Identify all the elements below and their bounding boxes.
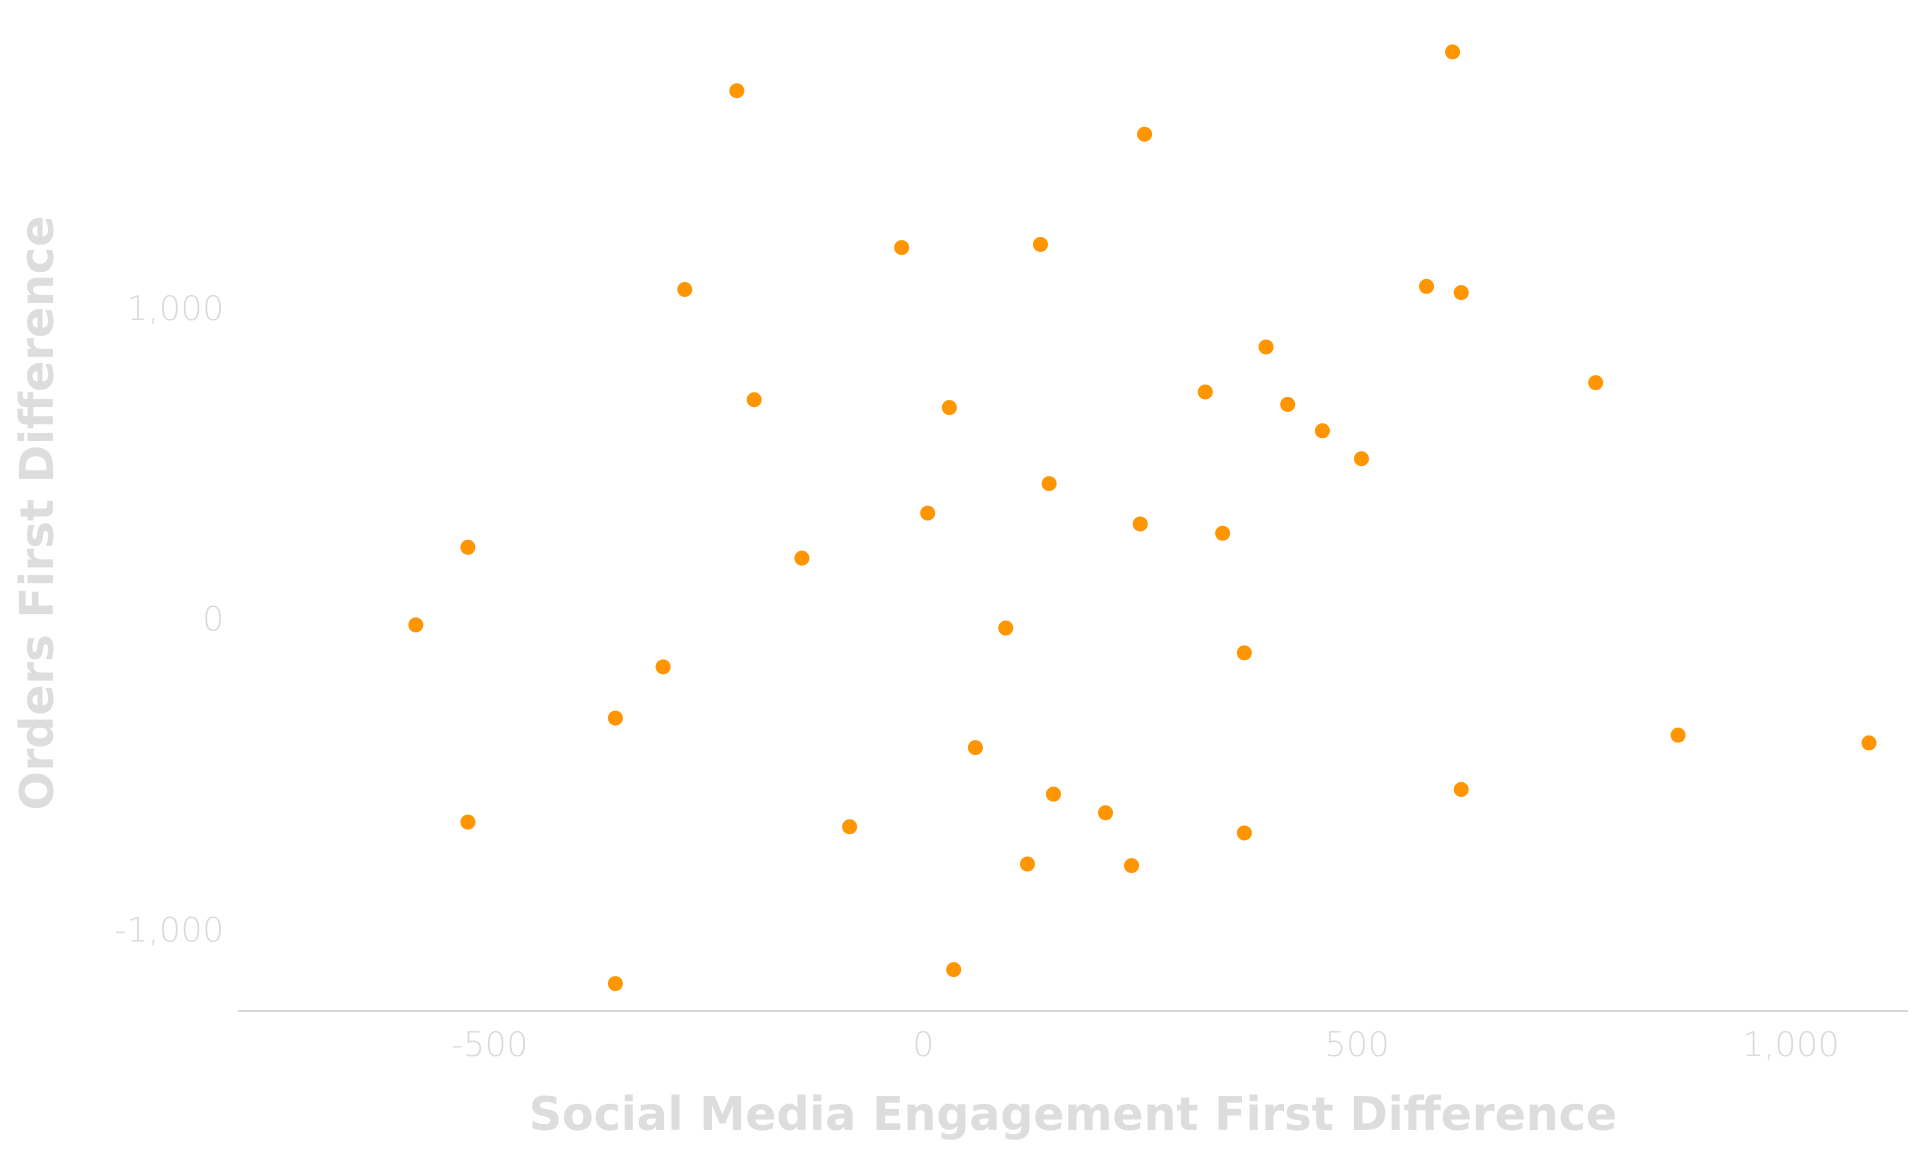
y-axis-title: Orders First Difference (10, 216, 64, 811)
data-point (408, 617, 424, 633)
data-point (1215, 525, 1231, 541)
data-point (967, 740, 983, 756)
data-point (1353, 451, 1369, 467)
data-point (842, 819, 858, 835)
x-tick-label: 500 (1325, 1025, 1390, 1065)
data-point (1861, 735, 1877, 751)
data-points (408, 44, 1877, 992)
data-point (1019, 856, 1035, 872)
x-tick-label: 0 (913, 1025, 935, 1065)
data-point (1445, 44, 1461, 60)
data-point (1032, 236, 1048, 252)
x-tick-label: 1,000 (1742, 1025, 1839, 1065)
data-point (607, 710, 623, 726)
data-point (1670, 727, 1686, 743)
data-point (460, 539, 476, 555)
data-point (460, 814, 476, 830)
data-point (1132, 516, 1148, 532)
data-point (794, 550, 810, 566)
y-tick-label: 0 (202, 600, 224, 640)
data-point (998, 620, 1014, 636)
y-tick-label: -1,000 (114, 910, 224, 950)
data-point (946, 962, 962, 978)
data-point (1098, 805, 1114, 821)
data-point (677, 282, 693, 298)
data-point (746, 392, 762, 408)
data-point (607, 976, 623, 992)
data-point (1280, 396, 1296, 412)
y-tick-labels: -1,000 0 1,000 (114, 289, 224, 950)
data-point (920, 505, 936, 521)
data-point (729, 83, 745, 99)
data-point (1236, 645, 1252, 661)
data-point (1137, 126, 1153, 142)
data-point (1045, 786, 1061, 802)
data-point (1453, 285, 1469, 301)
data-point (1236, 825, 1252, 841)
data-point (1588, 375, 1604, 391)
x-tick-label: -500 (451, 1025, 528, 1065)
data-point (1258, 339, 1274, 355)
data-point (1419, 278, 1435, 294)
data-point (1124, 858, 1140, 874)
data-point (1453, 782, 1469, 798)
data-point (655, 659, 671, 675)
data-point (941, 400, 957, 416)
data-point (1314, 423, 1330, 439)
x-axis-title: Social Media Engagement First Difference (529, 1087, 1617, 1141)
data-point (1197, 384, 1213, 400)
data-point (1041, 476, 1057, 492)
y-tick-label: 1,000 (127, 289, 224, 329)
x-tick-labels: -500 0 500 1,000 (451, 1025, 1840, 1065)
data-point (894, 240, 910, 256)
